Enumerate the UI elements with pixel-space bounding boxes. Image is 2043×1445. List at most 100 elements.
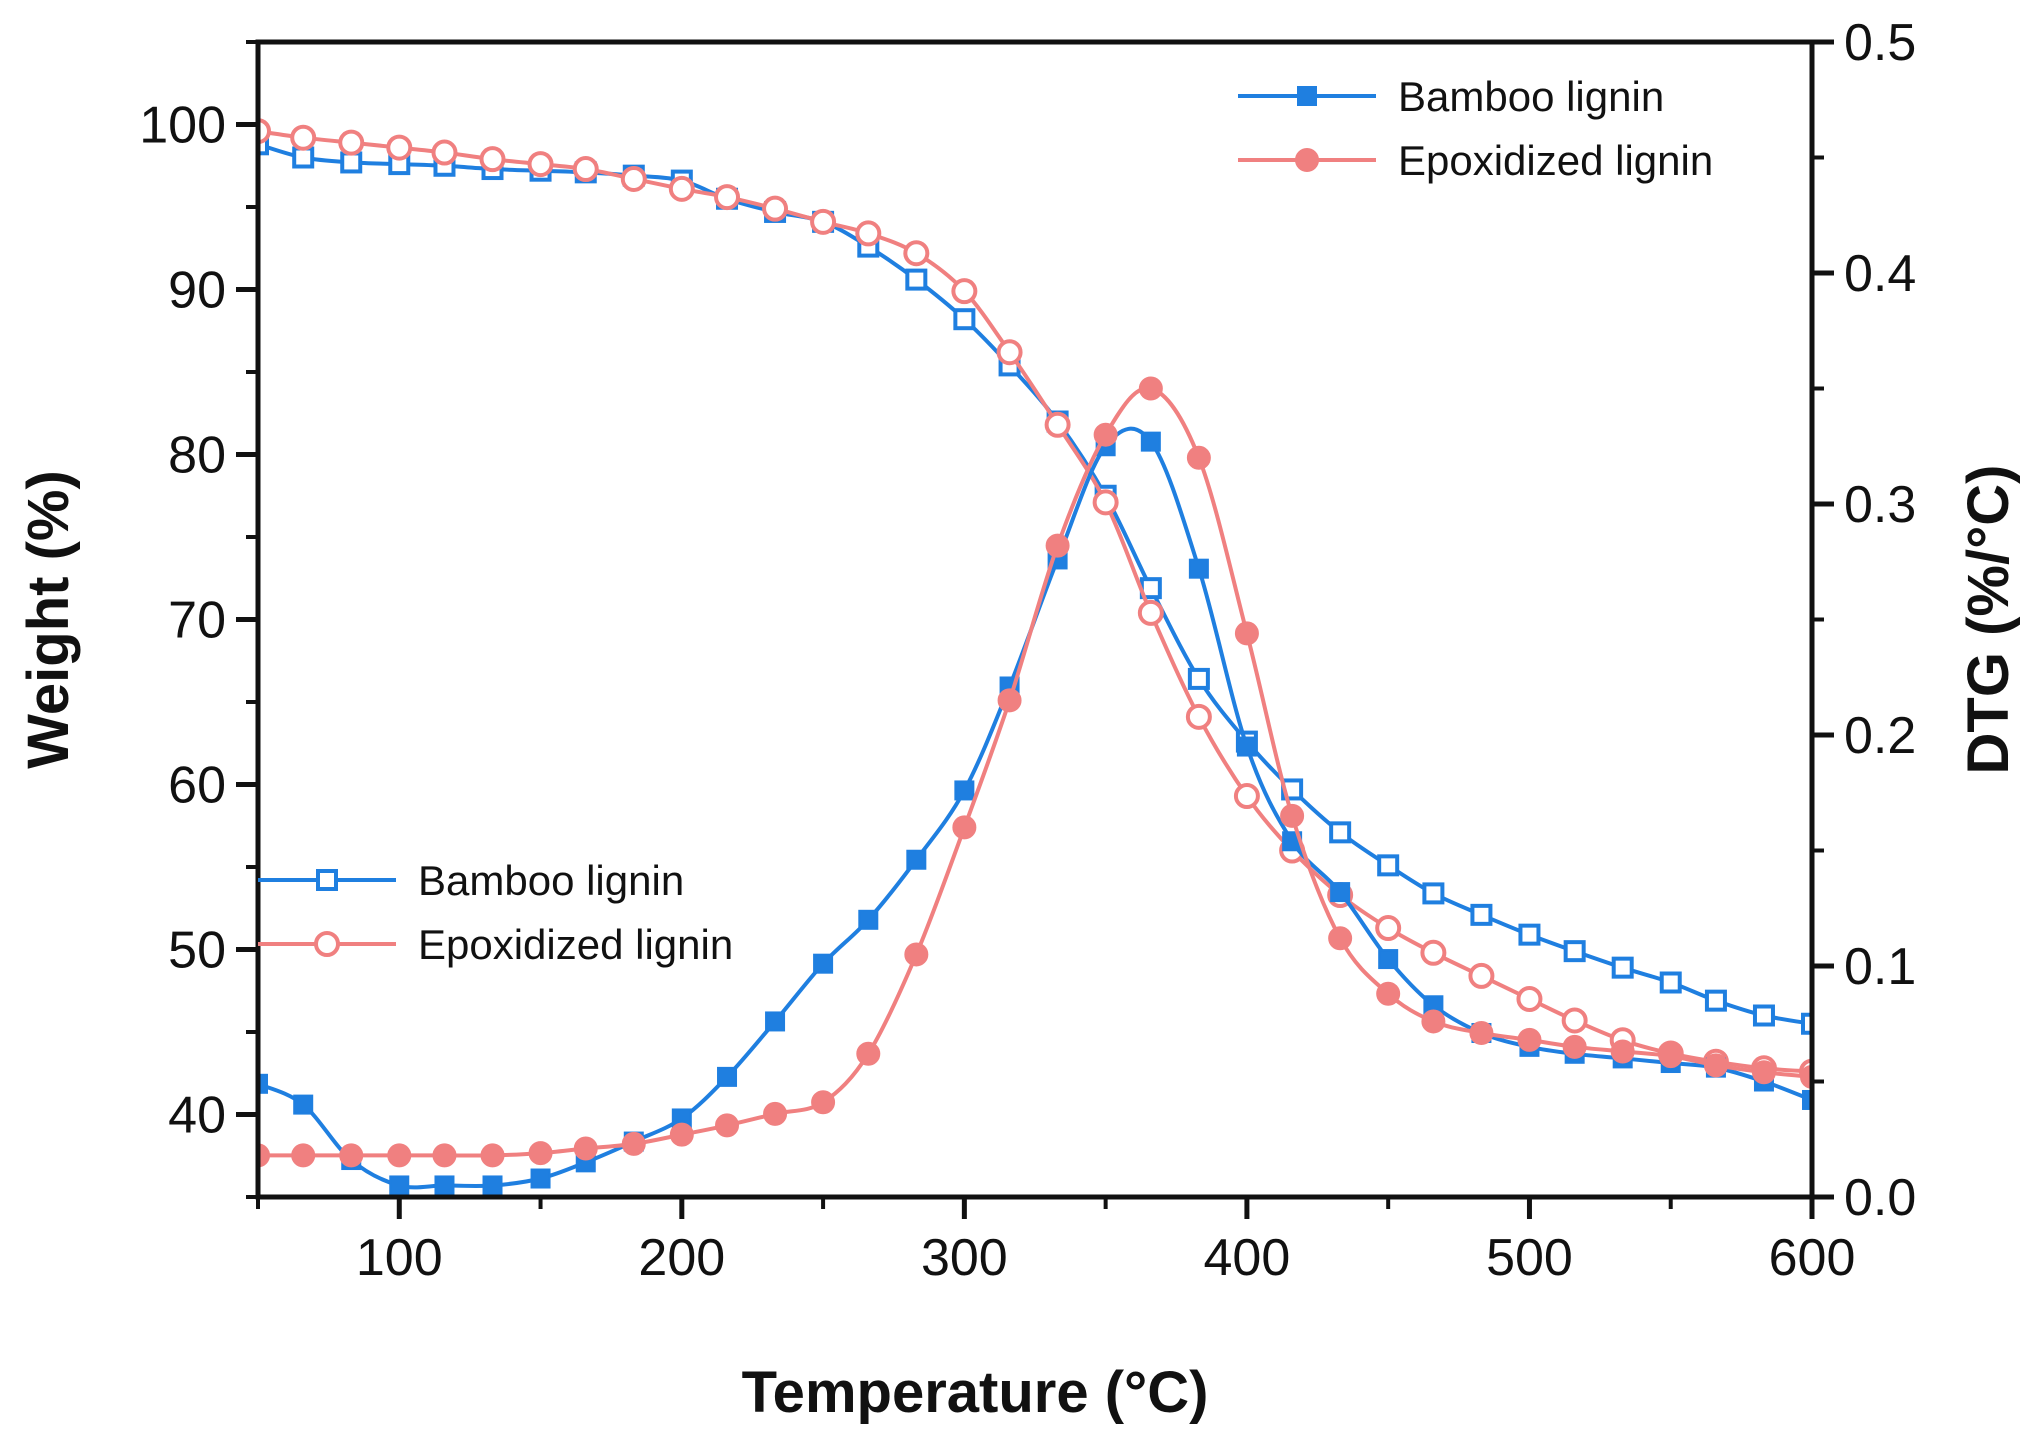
data-point [258,1073,268,1094]
legend-label: Bamboo lignin [418,857,684,904]
data-point [715,1113,740,1138]
y-right-tick-label: 0.5 [1844,14,1916,72]
data-point [1422,882,1445,905]
x-tick-label: 400 [1204,1229,1291,1287]
data-point [1752,1004,1775,1027]
data-point [389,1175,410,1196]
y-right-tick-label: 0.0 [1844,1169,1916,1227]
data-point [954,780,975,801]
data-point [340,151,363,174]
series-dtg-epoxidized-lignin [258,376,1812,1168]
y-right-tick-label: 0.3 [1844,476,1916,534]
x-tick-label: 500 [1486,1229,1573,1287]
data-point [434,1175,455,1196]
data-point [810,208,837,235]
data-point [1140,431,1161,452]
y-left-tick-label: 80 [168,427,226,485]
legend-label: Bamboo lignin [1398,73,1664,120]
data-point [904,942,929,967]
data-point [621,1131,646,1156]
data-point [765,1011,786,1032]
series-dtg-bamboo-lignin [258,426,1812,1196]
data-point [1092,489,1119,516]
data-point [1658,1044,1683,1069]
data-point [1518,923,1541,946]
data-point [996,339,1023,366]
data-point [1563,940,1586,963]
data-point [1186,445,1211,470]
data-point [482,1175,503,1196]
data-point [1703,1053,1728,1078]
y-left-tick-label: 50 [168,922,226,980]
data-point [339,1143,364,1168]
legend-marker [1295,148,1319,172]
data-point [1611,956,1634,979]
legend-weight: Bamboo lignin Epoxidized lignin [258,857,733,968]
data-point [1330,882,1351,903]
data-point [1188,558,1209,579]
x-tick-label: 300 [921,1229,1008,1287]
data-point [479,146,506,173]
data-point [530,1168,551,1189]
data-point [432,1143,457,1168]
data-point [905,268,928,291]
data-point [1045,533,1070,558]
data-point [858,909,879,930]
x-axis-title: Temperature (°C) [742,1360,1209,1425]
y-left-tick-label: 90 [168,262,226,320]
data-point [1185,703,1212,730]
data-point [855,220,882,247]
data-point [528,1141,553,1166]
data-point [1562,1034,1587,1059]
data-point [1421,1009,1446,1034]
data-point [1234,621,1259,646]
x-tick-label: 600 [1769,1229,1856,1287]
data-point [1801,1012,1812,1035]
y-left-tick-label: 100 [139,97,226,155]
data-point [669,1122,694,1147]
data-point [1610,1039,1635,1064]
data-point [813,953,834,974]
x-tick-label: 200 [638,1229,725,1287]
data-point [997,688,1022,713]
data-point [1280,803,1305,828]
data-point [762,195,789,222]
data-point [1802,1089,1812,1110]
data-point [1377,854,1400,877]
legend-marker [314,931,340,957]
data-point [1233,783,1260,810]
data-point [1751,1060,1776,1085]
series-line [258,426,1812,1190]
data-point [1329,821,1352,844]
data-point [338,129,365,156]
data-point [906,849,927,870]
data-point [293,1094,314,1115]
data-point [1375,915,1402,942]
legend-marker [1297,86,1317,106]
data-point [1468,962,1495,989]
data-point [668,175,695,202]
data-point [1659,971,1682,994]
data-point [573,1136,598,1161]
data-point [856,1041,881,1066]
y-left-tick-label: 70 [168,592,226,650]
data-point [1376,981,1401,1006]
legend-dtg: Bamboo lignin Epoxidized lignin [1238,73,1713,184]
data-point [951,278,978,305]
data-point [1236,736,1257,757]
data-point [1378,949,1399,970]
data-point [952,815,977,840]
data-point [1093,422,1118,447]
data-point [1469,1020,1494,1045]
data-point [387,1143,412,1168]
data-point [258,118,271,145]
y-left-tick-label: 40 [168,1087,226,1145]
data-point [811,1090,836,1115]
data-point [1044,411,1071,438]
data-point [903,240,930,267]
data-point [480,1143,505,1168]
series-layer [258,118,1812,1196]
